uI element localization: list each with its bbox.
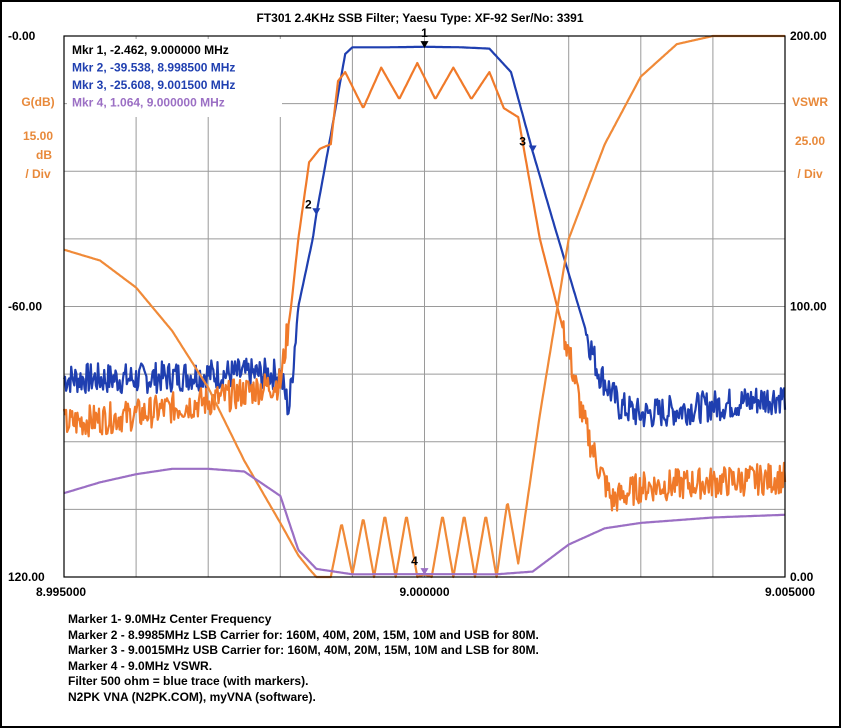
right-axis-label: VSWR xyxy=(792,95,828,109)
legend-box xyxy=(67,39,282,117)
chart-title: FT301 2.4KHz SSB Filter; Yaesu Type: XF-… xyxy=(256,11,583,25)
legend-marker-2: Mkr 2, -39.538, 8.998500 MHz xyxy=(72,61,235,75)
marker-legend: Mkr 1, -2.462, 9.000000 MHz Mkr 2, -39.53… xyxy=(72,43,235,110)
marker-2-symbol xyxy=(312,208,321,216)
x-tick-label: 9.000000 xyxy=(399,585,449,599)
left-axis-label: G(dB) xyxy=(21,95,54,109)
right-tick-label: 0.00 xyxy=(790,570,814,584)
marker-3-label: 3 xyxy=(519,134,526,148)
legend-marker-4: Mkr 4, 1.064, 9.000000 MHz xyxy=(72,96,225,110)
marker-4-label: 4 xyxy=(411,554,418,568)
x-tick-label: 8.995000 xyxy=(36,585,86,599)
plot-grid xyxy=(64,36,785,577)
axis-ticks: -0.00 -60.00 120.00 200.00 100.00 0.00 8.99500… xyxy=(8,29,827,599)
footer-note-5: Filter 500 ohm = blue trace (with marker… xyxy=(68,674,309,689)
legend-marker-1: Mkr 1, -2.462, 9.000000 MHz xyxy=(72,43,229,57)
marker-layer: 1 2 3 4 xyxy=(305,26,537,576)
footer-note-2: Marker 2 - 8.9985MHz LSB Carrier for: 16… xyxy=(68,627,539,642)
trace-2 xyxy=(62,61,787,512)
marker-1-label: 1 xyxy=(421,26,428,40)
left-axis-scale-value: 15.00 xyxy=(23,129,53,143)
right-tick-label: 200.00 xyxy=(790,29,827,43)
marker-4-symbol xyxy=(420,568,429,576)
right-tick-label: 100.00 xyxy=(790,300,827,314)
left-axis-scale-unit: dB xyxy=(36,148,52,162)
marker-3-symbol xyxy=(528,145,537,153)
right-axis-scale-per: / Div xyxy=(797,167,823,181)
left-axis-scale-per: / Div xyxy=(25,167,51,181)
left-tick-label: -0.00 xyxy=(8,29,36,43)
right-axis-scale-value: 25.00 xyxy=(795,134,825,148)
plot-border xyxy=(63,35,786,578)
left-tick-label: -60.00 xyxy=(8,300,42,314)
marker-1-symbol xyxy=(420,41,429,49)
x-tick-label: 9.005000 xyxy=(765,585,815,599)
footer-note-6: N2PK VNA (N2PK.COM), myVNA (software). xyxy=(68,689,316,704)
marker-2-label: 2 xyxy=(305,197,312,211)
legend-marker-3: Mkr 3, -25.608, 9.001500 MHz xyxy=(72,78,235,92)
chart-canvas: FT301 2.4KHz SSB Filter; Yaesu Type: XF-… xyxy=(8,11,828,599)
footer-note-1: Marker 1- 9.0MHz Center Frequency xyxy=(68,612,272,626)
footer-note-3: Marker 3 - 9.0015MHz USB Carrier for: 16… xyxy=(68,643,539,658)
footer-notes: Marker 1- 9.0MHz Center Frequency Marker … xyxy=(68,612,808,706)
left-tick-label: 120.00 xyxy=(8,570,45,584)
footer-note-4: Marker 4 - 9.0MHz VSWR. xyxy=(68,658,213,673)
